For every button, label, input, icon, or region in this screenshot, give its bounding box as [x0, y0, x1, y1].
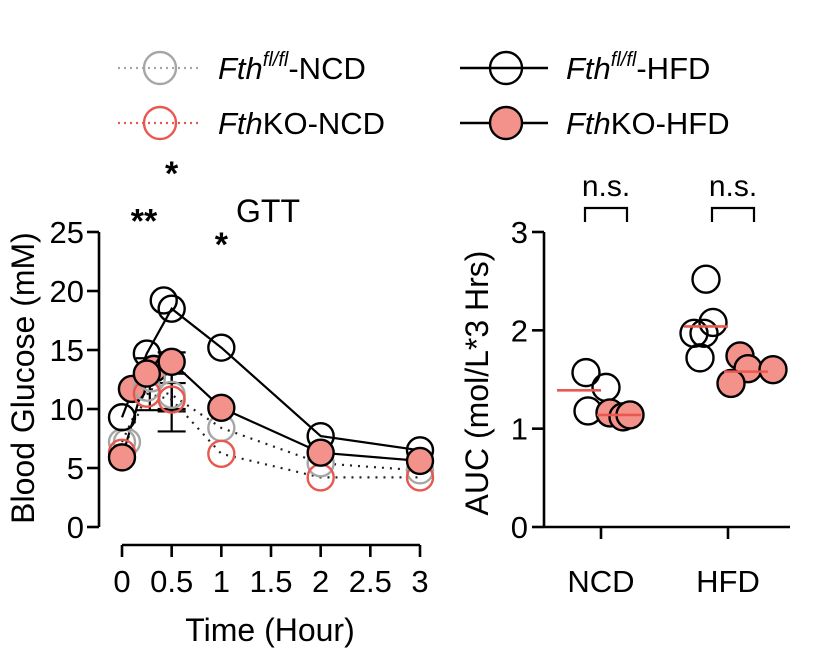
auc-data-point: [698, 307, 728, 338]
gtt-data-point: [405, 446, 435, 476]
gtt-x-tick-label: 2: [312, 564, 329, 599]
gtt-data-point: [107, 403, 137, 432]
legend-label-superscript: fl/fl: [263, 49, 289, 71]
auc-x-tick-label: NCD: [567, 564, 634, 599]
auc-y-tick-label: 3: [511, 215, 528, 250]
gtt-data-point: [132, 359, 162, 388]
auc-significance-label: n.s.: [582, 170, 630, 203]
legend-label-suffix: KO-HFD: [611, 106, 730, 141]
auc-data-point: [691, 264, 721, 294]
gtt-data-point: [207, 439, 236, 469]
legend-label-italic: Fth: [218, 51, 263, 86]
gtt-points: [107, 286, 435, 492]
gtt-series-line: [120, 392, 420, 479]
auc-data-point: [571, 357, 601, 388]
auc-y-tick-label: 2: [511, 313, 528, 348]
gtt-x-tick-label: 3: [411, 564, 428, 599]
auc-y-tick-label: 1: [511, 412, 528, 447]
gtt-y-tick-label: 25: [50, 215, 84, 250]
gtt-significance-marker: *: [165, 155, 179, 193]
legend-label-italic: Fth: [218, 106, 263, 141]
gtt-significance: ****: [131, 155, 229, 264]
gtt-y-tick-label: 0: [67, 510, 84, 545]
legend-label: Fthfl/fl-HFD: [566, 49, 710, 86]
auc-axes: 0 1 2 3 NCD HFD: [511, 215, 790, 599]
gtt-title: GTT: [236, 193, 300, 229]
legend-marker: [488, 105, 524, 141]
gtt-x-tick-label: 1: [213, 564, 230, 599]
gtt-y-tick-label: 5: [67, 451, 84, 486]
gtt-significance-marker: *: [215, 226, 229, 264]
legend-label: FthKO-HFD: [566, 106, 730, 141]
auc-significance-label: n.s.: [709, 170, 757, 203]
auc-data-point: [591, 372, 621, 403]
gtt-data-point: [157, 385, 186, 414]
auc-data-point: [758, 354, 788, 385]
legend-marker: [142, 50, 178, 86]
gtt-data-point: [306, 463, 335, 492]
gtt-x-tick-label: 0: [113, 564, 130, 599]
legend-label-superscript: fl/fl: [611, 49, 637, 71]
gtt-x-tick-label: 2.5: [349, 564, 392, 599]
auc-significance-bracket: [710, 206, 756, 222]
auc-significance-bracket: [583, 206, 629, 222]
legend-label-suffix: KO-NCD: [263, 106, 385, 141]
auc-y-tick-label: 0: [511, 510, 528, 545]
auc-x-tick-label: HFD: [696, 564, 760, 599]
gtt-x-tick-label: 1.5: [249, 564, 292, 599]
gtt-chart: GTT Blood Glucose (mM) Time (Hour) 05101…: [5, 155, 435, 648]
legend-marker: [488, 50, 524, 86]
auc-y-axis-title: AUC (mol/L*3 Hrs): [459, 251, 495, 516]
auc-data-point: [685, 343, 715, 373]
gtt-y-axis-title: Blood Glucose (mM): [5, 232, 41, 524]
gtt-data-point: [107, 443, 137, 472]
auc-data-point: [716, 368, 746, 399]
legend-label-suffix: -HFD: [636, 51, 710, 86]
legend-label-italic: Fth: [566, 106, 611, 141]
legend-marker: [142, 105, 178, 141]
gtt-data-point: [157, 347, 186, 376]
gtt-y-tick-label: 20: [50, 274, 84, 309]
gtt-x-axis-title: Time (Hour): [185, 612, 354, 648]
gtt-data-point: [157, 294, 186, 323]
legend-label-suffix: -NCD: [288, 51, 366, 86]
legend-label: FthKO-NCD: [218, 106, 385, 141]
auc-points: [571, 264, 788, 432]
auc-mean-lines: [557, 325, 768, 417]
gtt-data-point: [306, 438, 335, 467]
gtt-y-tick-label: 15: [50, 333, 84, 368]
gtt-data-point: [149, 286, 178, 315]
gtt-significance-marker: **: [131, 202, 158, 240]
legend-label-italic: Fth: [566, 51, 611, 86]
gtt-axes: 0 5 10 15 20 25 0 0.5 1 1.5 2 2.5 3: [50, 215, 429, 599]
auc-chart: AUC (mol/L*3 Hrs) 0 1 2 3 NCD HFD n.s. n.s.: [459, 170, 790, 599]
legend-label: Fthfl/fl-NCD: [218, 49, 366, 86]
gtt-x-tick-label: 0.5: [150, 564, 193, 599]
gtt-y-tick-label: 10: [50, 392, 84, 427]
auc-significance: n.s. n.s.: [582, 170, 757, 222]
gtt-data-point: [207, 393, 236, 423]
gtt-data-point: [207, 333, 236, 362]
auc-data-point: [689, 318, 719, 348]
